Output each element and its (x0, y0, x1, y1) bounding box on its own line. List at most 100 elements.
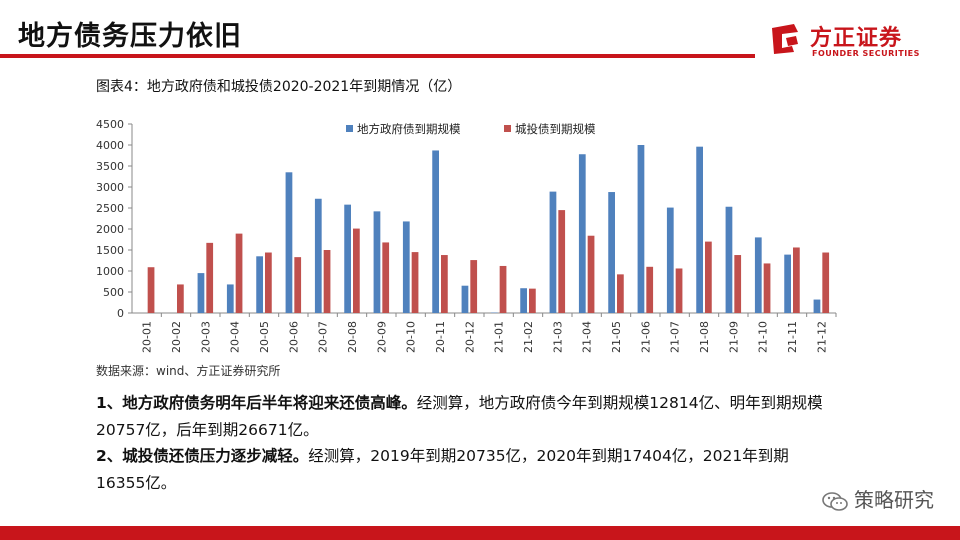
x-tick-label: 20-09 (375, 321, 388, 353)
bar-chengtou-20-10 (411, 252, 419, 313)
figure-title: 图表4：地方政府债和城投债2020-2021年到期情况（亿） (96, 79, 462, 95)
bar-chengtou-21-03 (558, 210, 566, 313)
y-tick-label: 4000 (96, 139, 124, 152)
paragraph-2: 2、城投债还债压力逐步减轻。经测算，2019年到期20735亿，2020年到期1… (96, 443, 826, 497)
bar-local-gov-21-09 (725, 206, 733, 313)
paragraph-2-body: 经测算，2019年到期20735亿，2020年到期17404亿，2021年到期1… (96, 447, 789, 492)
wechat-icon (822, 491, 848, 511)
y-tick-label: 2500 (96, 202, 124, 215)
title-divider (0, 54, 755, 58)
paragraph-2-lead: 2、城投债还债压力逐步减轻。 (96, 447, 309, 465)
y-tick-label: 2000 (96, 223, 124, 236)
legend-label: 地方政府债到期规模 (357, 122, 461, 136)
x-tick-label: 21-12 (815, 321, 828, 353)
x-tick-label: 20-10 (405, 321, 418, 353)
figure-source: 数据来源：wind、方正证券研究所 (96, 364, 281, 378)
bar-local-gov-20-07 (314, 198, 322, 313)
bar-local-gov-21-12 (813, 299, 821, 313)
y-tick-label: 1000 (96, 265, 124, 278)
legend-swatch (504, 125, 511, 132)
bar-local-gov-20-11 (432, 150, 439, 313)
bar-chengtou-20-12 (470, 260, 478, 313)
bar-local-gov-21-10 (754, 237, 762, 313)
x-tick-label: 21-05 (610, 321, 623, 353)
founder-logo: 方正证券 FOUNDER SECURITIES (768, 22, 938, 62)
bar-chengtou-21-07 (675, 268, 683, 313)
x-tick-label: 21-11 (786, 321, 799, 353)
x-tick-label: 21-07 (669, 321, 682, 353)
y-tick-label: 0 (117, 307, 124, 320)
bar-chengtou-21-04 (587, 235, 595, 313)
bar-local-gov-21-07 (666, 207, 674, 313)
bar-chengtou-20-04 (235, 233, 243, 313)
bar-chengtou-20-08 (353, 228, 360, 313)
bar-chengtou-21-11 (793, 247, 800, 313)
paragraph-1-body: 经测算，地方政府债今年到期规模12814亿、明年到期规模20757亿，后年到期2… (96, 394, 823, 439)
x-tick-label: 21-04 (581, 321, 594, 353)
x-tick-label: 21-02 (522, 321, 535, 353)
bar-chengtou-20-09 (382, 242, 390, 313)
x-tick-label: 21-03 (551, 321, 564, 353)
bar-local-gov-21-04 (578, 154, 586, 313)
bar-chengtou-21-06 (646, 266, 654, 313)
bar-chengtou-21-12 (822, 252, 830, 313)
y-tick-label: 4500 (96, 118, 124, 131)
x-tick-label: 20-08 (346, 321, 359, 353)
x-tick-label: 20-02 (170, 321, 183, 353)
x-tick-label: 20-06 (287, 321, 300, 353)
page-title: 地方债务压力依旧 (18, 21, 242, 52)
bar-local-gov-20-05 (256, 256, 263, 313)
x-tick-label: 20-05 (258, 321, 271, 353)
bar-local-gov-20-06 (285, 172, 293, 313)
bar-local-gov-20-12 (461, 285, 469, 313)
y-tick-label: 500 (103, 286, 124, 299)
wechat-watermark: 策略研究 (822, 484, 934, 513)
legend-swatch (346, 125, 353, 132)
bar-local-gov-21-06 (637, 145, 645, 313)
y-tick-label: 3500 (96, 160, 124, 173)
x-tick-label: 21-01 (493, 321, 506, 353)
x-tick-label: 21-10 (757, 321, 770, 353)
bar-chengtou-20-01 (147, 267, 155, 313)
footer-bar (0, 526, 960, 540)
bar-chengtou-21-09 (734, 255, 742, 313)
bar-chengtou-20-02 (177, 284, 184, 313)
x-tick-label: 21-06 (639, 321, 652, 353)
bar-local-gov-21-08 (696, 146, 703, 313)
bar-local-gov-21-05 (608, 192, 615, 313)
bar-chengtou-21-08 (705, 241, 712, 313)
bar-chengtou-20-05 (265, 252, 272, 313)
bar-chengtou-21-10 (763, 263, 771, 313)
x-tick-label: 21-09 (727, 321, 740, 353)
y-tick-label: 1500 (96, 244, 124, 257)
logo-text-en: FOUNDER SECURITIES (812, 49, 920, 58)
y-tick-label: 3000 (96, 181, 124, 194)
bar-local-gov-20-08 (344, 204, 351, 313)
x-tick-label: 20-03 (199, 321, 212, 353)
bar-chart: 0 500 1000 1500 2000 2500 3000 3500 4000 4500 20-0… (96, 118, 837, 353)
x-tick-label: 20-12 (463, 321, 476, 353)
bar-chengtou-21-02 (529, 288, 536, 313)
bar-local-gov-21-02 (520, 288, 527, 313)
bar-chengtou-21-01 (499, 265, 507, 313)
bar-local-gov-21-03 (549, 191, 557, 313)
founder-logo-icon (772, 24, 798, 54)
watermark-label: 策略研究 (854, 488, 934, 512)
bar-local-gov-20-03 (197, 273, 205, 313)
paragraph-1: 1、地方政府债务明年后半年将迎来还债高峰。经测算，地方政府债今年到期规模1281… (96, 390, 826, 444)
bar-local-gov-21-11 (784, 254, 791, 313)
x-tick-label: 20-11 (434, 321, 447, 353)
bar-chengtou-20-07 (323, 250, 331, 313)
bar-local-gov-20-10 (402, 221, 410, 313)
bar-chengtou-20-03 (206, 242, 214, 313)
logo-text-cn: 方正证券 (810, 26, 903, 51)
bar-chengtou-21-05 (617, 274, 624, 313)
bar-chengtou-20-11 (441, 255, 448, 313)
x-tick-label: 20-01 (141, 321, 154, 353)
x-tick-label: 20-07 (317, 321, 330, 353)
x-tick-label: 21-08 (698, 321, 711, 353)
paragraph-1-lead: 1、地方政府债务明年后半年将迎来还债高峰。 (96, 394, 417, 412)
bar-local-gov-20-09 (373, 211, 381, 313)
x-tick-label: 20-04 (229, 321, 242, 353)
legend-label: 城投债到期规模 (515, 122, 596, 136)
